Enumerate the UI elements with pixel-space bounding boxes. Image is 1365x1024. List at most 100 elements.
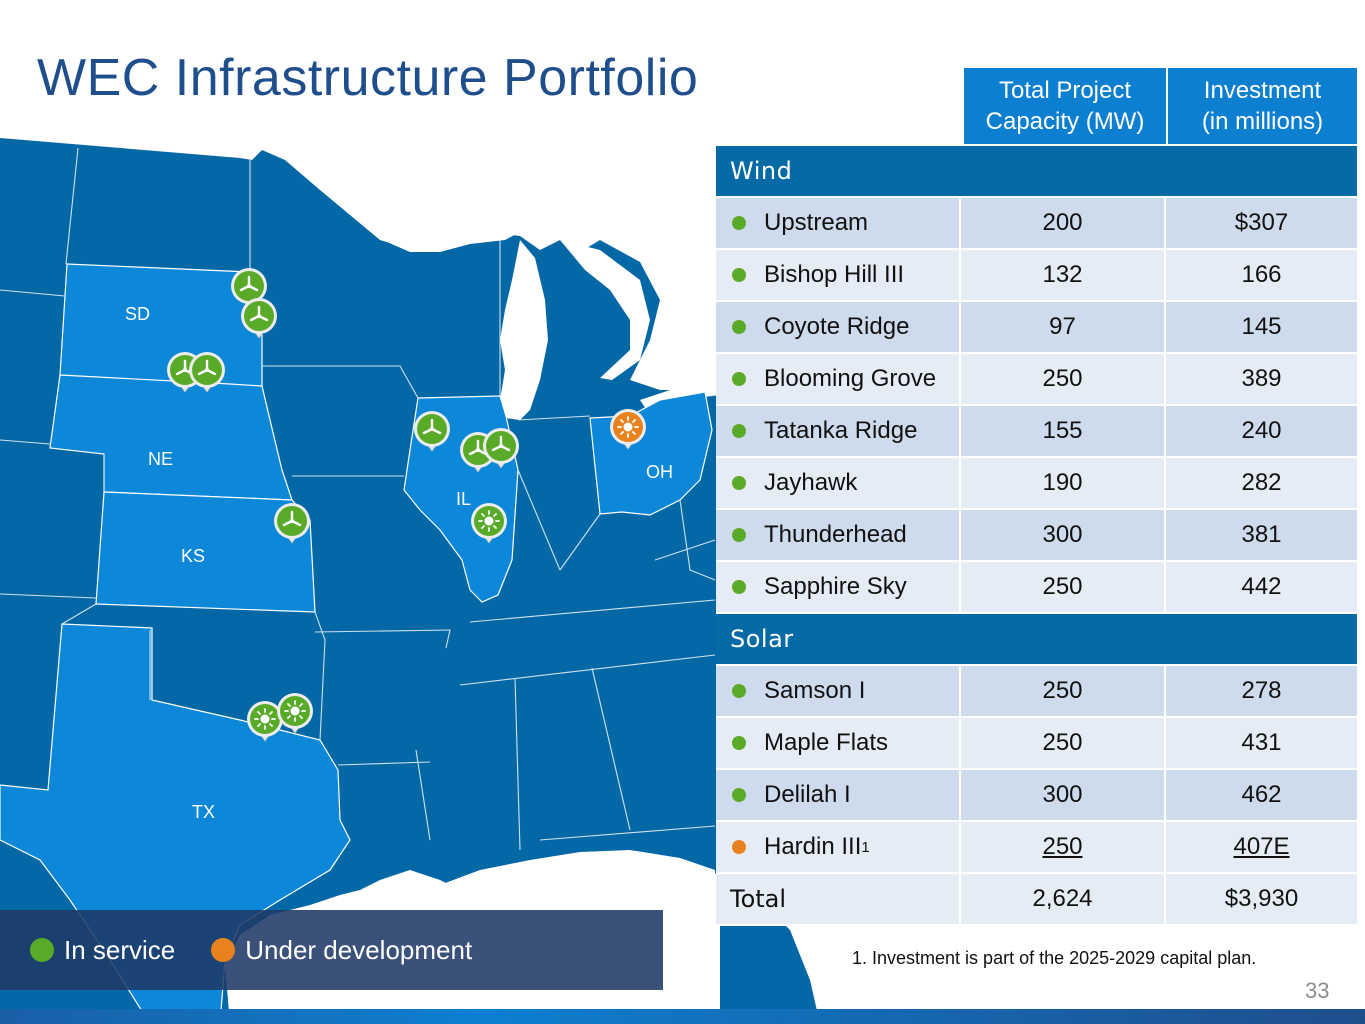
label-sd: SD xyxy=(125,304,151,324)
wind-turbine-icon xyxy=(483,428,519,469)
status-dot-icon xyxy=(732,476,746,490)
capacity-value: 97 xyxy=(1049,313,1076,340)
label-ne: NE xyxy=(148,449,174,469)
status-dot-icon xyxy=(732,216,746,230)
table-row: Jayhawk 190 282 xyxy=(716,458,1357,510)
investment-cell: 166 xyxy=(1166,250,1357,300)
capacity-value: 250 xyxy=(1042,573,1083,600)
capacity-cell: 155 xyxy=(961,406,1166,456)
capacity-cell: 97 xyxy=(961,302,1166,352)
project-name-cell: Coyote Ridge xyxy=(716,302,961,352)
header-investment-line1: Investment xyxy=(1203,77,1322,104)
wind-turbine-icon xyxy=(189,352,225,393)
capacity-value: 190 xyxy=(1042,469,1083,496)
capacity-cell: 250 xyxy=(961,718,1166,768)
capacity-cell: 200 xyxy=(961,198,1166,248)
wind-turbine-icon xyxy=(241,298,277,339)
project-name: Coyote Ridge xyxy=(764,313,910,340)
category-label: Wind xyxy=(730,157,793,185)
project-name-cell: Thunderhead xyxy=(716,510,961,560)
project-name-cell: Tatanka Ridge xyxy=(716,406,961,456)
capacity-value: 250 xyxy=(1042,729,1083,756)
project-name: Delilah I xyxy=(764,781,851,808)
label-il: IL xyxy=(456,489,472,509)
header-investment: Investment (in millions) xyxy=(1166,68,1357,144)
wind-turbine-icon xyxy=(274,503,310,544)
capacity-value: 300 xyxy=(1042,781,1083,808)
total-row: Total 2,624 $3,930 xyxy=(716,874,1357,926)
header-investment-line2: (in millions) xyxy=(1201,108,1324,135)
status-dot-icon xyxy=(732,424,746,438)
investment-value: 407E xyxy=(1233,833,1290,860)
table-row: Hardin III 1 250 407E xyxy=(716,822,1357,874)
in-service-dot-icon xyxy=(30,938,54,962)
capacity-cell: 250 xyxy=(961,562,1166,612)
state-borders xyxy=(0,147,716,851)
status-dot-icon xyxy=(732,840,746,854)
table-row: Maple Flats 250 431 xyxy=(716,718,1357,770)
investment-value: 381 xyxy=(1241,521,1282,548)
total-capacity: 2,624 xyxy=(961,874,1166,924)
capacity-value: 250 xyxy=(1042,677,1083,704)
status-dot-icon xyxy=(732,788,746,802)
project-name-cell: Samson I xyxy=(716,666,961,716)
lake-michigan xyxy=(500,240,548,420)
capacity-value: 155 xyxy=(1042,417,1083,444)
capacity-cell: 250 xyxy=(961,666,1166,716)
investment-cell: 282 xyxy=(1166,458,1357,508)
project-name: Jayhawk xyxy=(764,469,858,496)
project-name: Hardin III xyxy=(764,833,862,860)
project-name-cell: Bishop Hill III xyxy=(716,250,961,300)
sun-icon xyxy=(247,701,283,742)
under-development-dot-icon xyxy=(211,938,236,962)
state-ks xyxy=(95,491,316,613)
capacity-cell: 190 xyxy=(961,458,1166,508)
project-name: Thunderhead xyxy=(764,521,907,548)
table-row: Thunderhead 300 381 xyxy=(716,510,1357,562)
footnote-marker: 1 xyxy=(861,838,870,856)
footnote: 1. Investment is part of the 2025-2029 c… xyxy=(852,948,1257,968)
state-ne xyxy=(49,374,293,501)
project-name-cell: Sapphire Sky xyxy=(716,562,961,612)
investment-value: 278 xyxy=(1241,677,1282,704)
table-row: Blooming Grove 250 389 xyxy=(716,354,1357,406)
project-name: Samson I xyxy=(764,677,866,704)
status-dot-icon xyxy=(732,580,746,594)
project-name-cell: Upstream xyxy=(716,198,961,248)
status-dot-icon xyxy=(732,684,746,698)
investment-cell: 462 xyxy=(1166,770,1357,820)
table-row: Tatanka Ridge 155 240 xyxy=(716,406,1357,458)
capacity-value: 250 xyxy=(1042,365,1083,392)
capacity-cell: 132 xyxy=(961,250,1166,300)
capacity-value: 300 xyxy=(1042,521,1083,548)
investment-cell: 278 xyxy=(1166,666,1357,716)
table-row: Upstream 200 $307 xyxy=(716,198,1357,250)
capacity-value: 250 xyxy=(1042,833,1083,860)
table-row: Bishop Hill III 132 166 xyxy=(716,250,1357,302)
investment-value: 389 xyxy=(1241,365,1282,392)
lake-superior xyxy=(378,228,520,252)
investment-cell: 389 xyxy=(1166,354,1357,404)
legend-under-development: Under development xyxy=(245,934,473,965)
project-name: Tatanka Ridge xyxy=(764,417,918,444)
status-dot-icon xyxy=(732,268,746,282)
label-oh: OH xyxy=(646,462,673,482)
project-name-cell: Delilah I xyxy=(716,770,961,820)
table-row: Coyote Ridge 97 145 xyxy=(716,302,1357,354)
wind-turbine-icon xyxy=(414,411,450,452)
status-dot-icon xyxy=(732,320,746,334)
capacity-cell: 300 xyxy=(961,510,1166,560)
investment-cell: 240 xyxy=(1166,406,1357,456)
header-capacity-line2: Capacity (MW) xyxy=(985,108,1145,135)
wind-turbine-icon xyxy=(231,268,267,309)
project-name-cell: Maple Flats xyxy=(716,718,961,768)
investment-cell: 407E xyxy=(1166,822,1357,872)
project-name: Blooming Grove xyxy=(764,365,937,392)
sun-icon xyxy=(471,503,507,544)
investment-cell: 145 xyxy=(1166,302,1357,352)
table-row: Delilah I 300 462 xyxy=(716,770,1357,822)
investment-value: 462 xyxy=(1241,781,1282,808)
category-label: Solar xyxy=(730,625,794,653)
table-row: Sapphire Sky 250 442 xyxy=(716,562,1357,614)
capacity-cell: 300 xyxy=(961,770,1166,820)
